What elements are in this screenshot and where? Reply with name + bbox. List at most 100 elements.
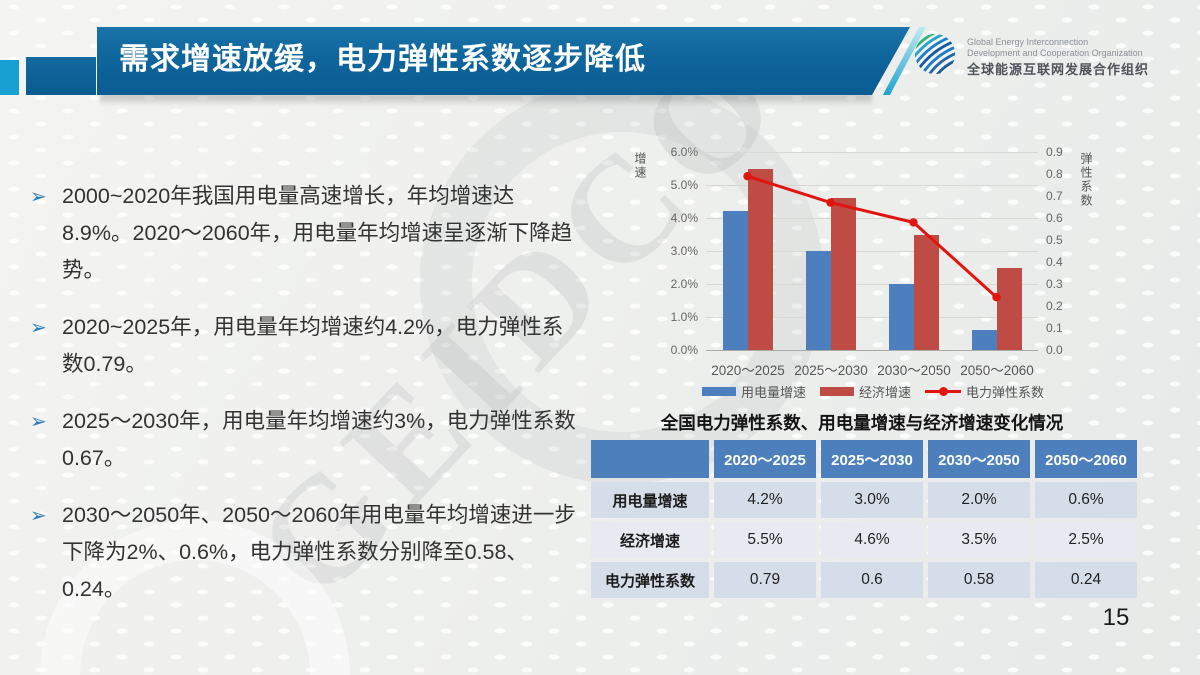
- bullet-item: ➢ 2025～2030年，用电量年均增速约3%，电力弹性系数0.67。: [30, 403, 582, 477]
- gridline: [706, 152, 1038, 153]
- table-value-cell: 2.5%: [1035, 522, 1137, 558]
- table-header-cell: 2030～2050: [928, 440, 1030, 478]
- org-name-en-line1: Global Energy Interconnection: [967, 36, 1089, 47]
- header-accent-square-blue: [26, 57, 96, 95]
- left-axis-tick: 6.0%: [670, 145, 698, 159]
- chart-legend: 用电量增速 经济增速 电力弹性系数: [688, 382, 1058, 401]
- bullet-arrow-icon: ➢: [30, 186, 47, 208]
- right-axis-tick: 0.2: [1046, 299, 1063, 313]
- x-axis-label: 2030～2050: [877, 363, 951, 378]
- right-axis-tick: 0.4: [1046, 255, 1063, 269]
- legend-label: 经济增速: [858, 385, 911, 400]
- title-bar-shadow: [100, 94, 872, 106]
- title-bar: 需求增速放缓，电力弹性系数逐步降低: [97, 27, 910, 95]
- legend-dot: [939, 387, 948, 396]
- table-value-cell: 0.6%: [1035, 482, 1137, 518]
- right-axis-tick: 0.0: [1046, 343, 1063, 357]
- left-axis-tick: 2.0%: [670, 277, 698, 291]
- page-number: 15: [1102, 604, 1130, 631]
- table-title: 全国电力弹性系数、用电量增速与经济增速变化情况: [660, 413, 1064, 433]
- bar-经济增速: [747, 168, 773, 350]
- elasticity-chart: 增速 弹性系数 用电量增速 经济增速 电力弹性系数 6.0% 5.0% 4.0% 3.0%…: [598, 138, 1094, 404]
- left-axis-tick: 1.0%: [670, 310, 698, 324]
- elasticity-line-series: [743, 172, 1001, 302]
- bar-经济增速: [830, 198, 856, 350]
- bullet-item: ➢ 2000~2020年我国用电量高速增长，年均增速达8.9%。2020～2060…: [30, 178, 582, 289]
- x-axis-label: 2025～2030: [794, 363, 868, 378]
- table-value-cell: 0.24: [1035, 562, 1137, 598]
- table-corner-cell: [591, 440, 709, 478]
- right-axis-tick: 0.5: [1046, 233, 1063, 247]
- table-value-cell: 0.79: [714, 562, 816, 598]
- bar-用电量增速: [805, 251, 831, 350]
- table-value-cell: 2.0%: [928, 482, 1030, 518]
- bullet-text: 2030～2050年、2050～2060年用电量年均增速进一步下降为2%、0.6…: [62, 503, 576, 601]
- bullet-text: 2020~2025年，用电量年均增速约4.2%，电力弹性系数0.79。: [62, 315, 564, 376]
- org-name-cn: 全球能源互联网发展合作组织: [967, 61, 1150, 77]
- organization-logo: Global Energy Interconnection Developmen…: [908, 28, 1149, 82]
- left-axis-title: 增速: [633, 152, 647, 180]
- table-value-cell: 0.6: [821, 562, 923, 598]
- table-value-cell: 3.5%: [928, 522, 1030, 558]
- gridline: [706, 218, 1038, 219]
- right-axis-tick: 0.3: [1046, 277, 1063, 291]
- gridline: [706, 185, 1038, 186]
- bullet-item: ➢ 2030～2050年、2050～2060年用电量年均增速进一步下降为2%、0.…: [30, 497, 582, 608]
- bullet-arrow-icon: ➢: [30, 411, 47, 433]
- legend-swatch-用电量增速: [701, 387, 736, 396]
- table-row: 经济增速 5.5% 4.6% 3.5% 2.5%: [591, 522, 1137, 558]
- bar-用电量增速: [971, 330, 997, 350]
- table-row: 用电量增速 4.2% 3.0% 2.0% 0.6%: [591, 482, 1137, 518]
- bullet-text: 2025～2030年，用电量年均增速约3%，电力弹性系数0.67。: [62, 409, 576, 470]
- right-axis-tick: 0.7: [1046, 189, 1063, 203]
- left-axis-tick: 3.0%: [670, 244, 698, 258]
- bar-经济增速: [913, 234, 939, 350]
- globe-icon: [908, 28, 961, 82]
- legend-item: 用电量增速: [701, 382, 806, 401]
- data-table: 2020～2025 2025～2030 2030～2050 2050～2060 用电量增…: [586, 436, 1142, 602]
- bullet-list: ➢ 2000~2020年我国用电量高速增长，年均增速达8.9%。2020～2060…: [30, 178, 582, 628]
- legend-item: 经济增速: [819, 382, 911, 401]
- slide-title: 需求增速放缓，电力弹性系数逐步降低: [119, 43, 646, 76]
- header-accent-square-cyan: [0, 60, 19, 95]
- table-value-cell: 5.5%: [714, 522, 816, 558]
- table-header-cell: 2025～2030: [821, 440, 923, 478]
- legend-item: 电力弹性系数: [925, 382, 1044, 401]
- table-value-cell: 0.58: [928, 562, 1030, 598]
- bullet-text: 2000~2020年我国用电量高速增长，年均增速达8.9%。2020～2060年…: [62, 184, 573, 282]
- left-axis-tick: 0.0%: [670, 343, 698, 357]
- x-axis-label: 2050～2060: [960, 363, 1034, 378]
- bar-经济增速: [996, 267, 1022, 350]
- legend-swatch-经济增速: [819, 387, 854, 396]
- right-axis-tick: 0.8: [1046, 167, 1063, 181]
- x-axis-label: 2020～2025: [711, 363, 785, 378]
- right-axis-tick: 0.1: [1046, 321, 1063, 335]
- right-axis-tick: 0.6: [1046, 211, 1063, 225]
- organization-name: Global Energy Interconnection Developmen…: [967, 37, 1149, 77]
- row-label-cell: 用电量增速: [591, 482, 709, 518]
- bullet-arrow-icon: ➢: [30, 317, 47, 339]
- right-axis-tick: 0.9: [1046, 145, 1063, 159]
- left-axis-tick: 4.0%: [670, 211, 698, 225]
- chart-plot-area: [706, 152, 1038, 351]
- row-label-cell: 电力弹性系数: [591, 562, 709, 598]
- legend-label: 用电量增速: [740, 385, 806, 400]
- data-table-wrapper: 2020～2025 2025～2030 2030～2050 2050～2060 用电量增…: [586, 436, 1142, 602]
- table-header-cell: 2020～2025: [714, 440, 816, 478]
- table-value-cell: 3.0%: [821, 482, 923, 518]
- legend-swatch-电力弹性系数: [925, 387, 961, 396]
- table-value-cell: 4.2%: [714, 482, 816, 518]
- gridline: [706, 284, 1038, 285]
- row-label-cell: 经济增速: [591, 522, 709, 558]
- bullet-arrow-icon: ➢: [30, 505, 47, 527]
- table-header-cell: 2050～2060: [1035, 440, 1137, 478]
- table-header-row: 2020～2025 2025～2030 2030～2050 2050～2060: [591, 440, 1137, 478]
- table-value-cell: 4.6%: [821, 522, 923, 558]
- right-axis-title: 弹性系数: [1079, 152, 1093, 208]
- table-row: 电力弹性系数 0.79 0.6 0.58 0.24: [591, 562, 1137, 598]
- gridline: [706, 317, 1038, 318]
- gridline: [706, 251, 1038, 252]
- left-axis-tick: 5.0%: [670, 178, 698, 192]
- bar-用电量增速: [722, 211, 748, 350]
